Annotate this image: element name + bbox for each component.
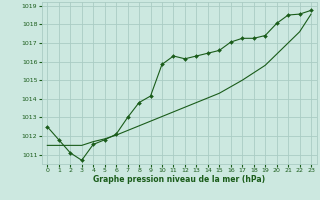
X-axis label: Graphe pression niveau de la mer (hPa): Graphe pression niveau de la mer (hPa) [93,175,265,184]
